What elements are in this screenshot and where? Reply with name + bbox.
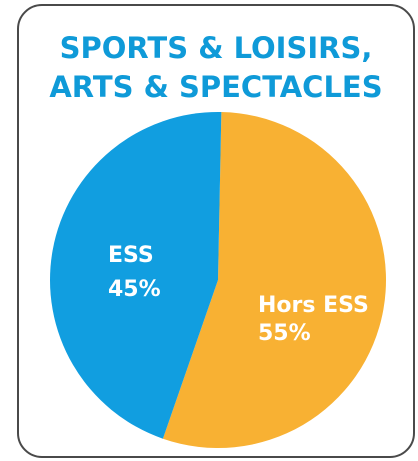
slice-value-label: 55%: [258, 321, 311, 346]
pie-slice: [49, 112, 222, 439]
slice-value-label: 45%: [108, 277, 161, 302]
slice-label: ESS: [108, 243, 154, 268]
chart-title: SPORTS & LOISIRS,: [60, 31, 373, 65]
slice-label: Hors ESS: [258, 293, 369, 318]
chart-title: ARTS & SPECTACLES: [49, 70, 382, 104]
pie-slice: [162, 112, 386, 448]
